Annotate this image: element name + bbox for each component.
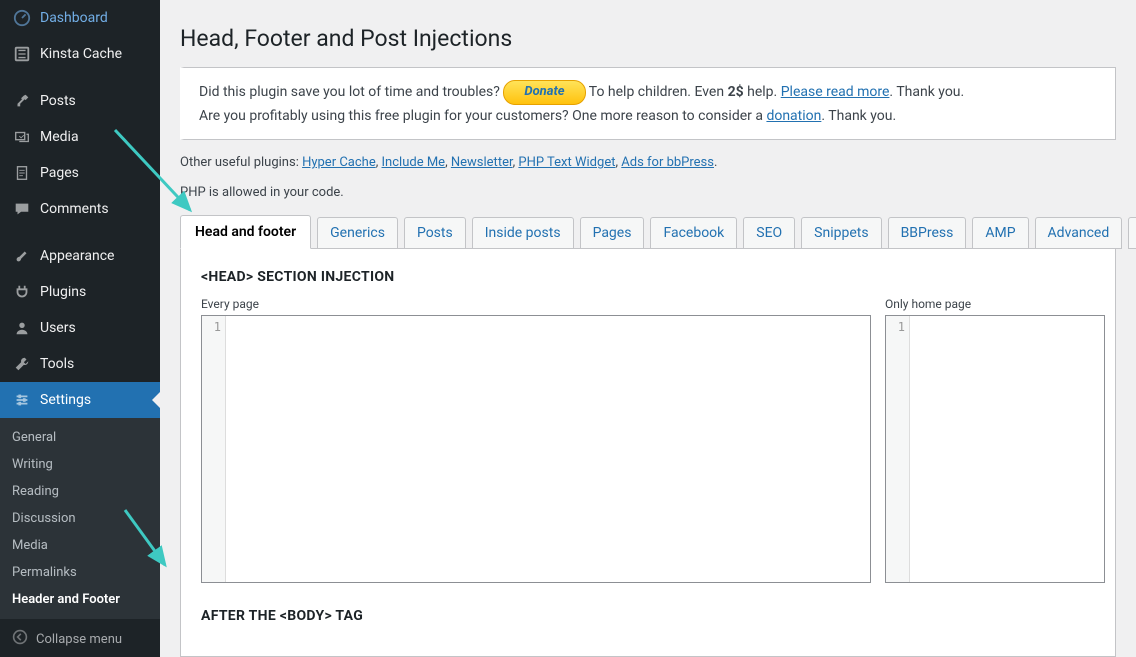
- tab-seo[interactable]: SEO: [743, 217, 795, 249]
- tab-pages[interactable]: Pages: [580, 217, 645, 249]
- sidebar-item-label: Media: [40, 129, 79, 145]
- sliders-icon: [12, 390, 32, 410]
- submenu-item-header-and-footer[interactable]: Header and Footer: [0, 586, 160, 613]
- settings-submenu: GeneralWritingReadingDiscussionMediaPerm…: [0, 418, 160, 619]
- plugin-link-include-me[interactable]: Include Me: [382, 155, 446, 170]
- notice-text: Did this plugin save you lot of time and…: [199, 84, 503, 100]
- notice-text: help.: [744, 84, 781, 100]
- submenu-item-media[interactable]: Media: [0, 532, 160, 559]
- editor-column: Every page 1: [201, 297, 871, 583]
- submenu-item-writing[interactable]: Writing: [0, 451, 160, 478]
- editor-column: Only home page 1: [885, 297, 1105, 583]
- admin-sidebar: Dashboard Kinsta Cache Posts Media Pages Comm…: [0, 0, 160, 657]
- plugin-link-hyper-cache[interactable]: Hyper Cache: [302, 155, 376, 170]
- sidebar-item-appearance[interactable]: Appearance: [0, 238, 160, 274]
- comment-icon: [12, 199, 32, 219]
- sidebar-item-plugins[interactable]: Plugins: [0, 274, 160, 310]
- page-title: Head, Footer and Post Injections: [180, 25, 1116, 52]
- sidebar-item-users[interactable]: Users: [0, 310, 160, 346]
- dashboard-icon: [12, 8, 32, 28]
- sidebar-item-label: Kinsta Cache: [40, 46, 122, 62]
- submenu-item-discussion[interactable]: Discussion: [0, 505, 160, 532]
- code-area[interactable]: [226, 316, 870, 582]
- donation-link[interactable]: donation: [766, 108, 821, 124]
- plugin-link-php-text-widget[interactable]: PHP Text Widget: [518, 155, 615, 170]
- sidebar-item-pages[interactable]: Pages: [0, 155, 160, 191]
- submenu-item-permalinks[interactable]: Permalinks: [0, 559, 160, 586]
- kinsta-icon: [12, 44, 32, 64]
- sidebar-item-label: Appearance: [40, 248, 114, 264]
- php-allowed-note: PHP is allowed in your code.: [180, 185, 1116, 200]
- tab-bbpress[interactable]: BBPress: [888, 217, 967, 249]
- tab-facebook[interactable]: Facebook: [650, 217, 737, 249]
- sidebar-item-kinsta-cache[interactable]: Kinsta Cache: [0, 36, 160, 72]
- body-section-heading: AFTER THE <BODY> TAG: [201, 608, 1095, 624]
- sidebar-item-tools[interactable]: Tools: [0, 346, 160, 382]
- sidebar-item-label: Plugins: [40, 284, 86, 300]
- user-icon: [12, 318, 32, 338]
- sidebar-item-label: Posts: [40, 93, 76, 109]
- notice-text: . Thank you.: [889, 84, 964, 100]
- sidebar-item-label: Settings: [40, 392, 91, 408]
- notice-text: . Thank you.: [821, 108, 896, 124]
- head-editor-row: Every page1Only home page1: [201, 297, 1095, 583]
- sidebar-item-comments[interactable]: Comments: [0, 191, 160, 227]
- tab-amp[interactable]: AMP: [972, 217, 1028, 249]
- wrench-icon: [12, 354, 32, 374]
- tab-notes-and-[interactable]: Notes and...: [1128, 217, 1136, 249]
- sidebar-item-label: Pages: [40, 165, 79, 181]
- line-gutter: 1: [886, 316, 910, 582]
- collapse-label: Collapse menu: [36, 632, 122, 647]
- tab-generics[interactable]: Generics: [317, 217, 398, 249]
- notice-text: To help children. Even: [589, 84, 728, 100]
- editor-label: Every page: [201, 297, 871, 311]
- brush-icon: [12, 246, 32, 266]
- plugin-link-ads-for-bbpress[interactable]: Ads for bbPress: [621, 155, 714, 170]
- sidebar-item-dashboard[interactable]: Dashboard: [0, 0, 160, 36]
- read-more-link[interactable]: Please read more: [781, 84, 890, 100]
- collapse-icon: [12, 629, 28, 649]
- sidebar-item-label: Tools: [40, 356, 74, 372]
- sidebar-item-media[interactable]: Media: [0, 119, 160, 155]
- plugin-link-newsletter[interactable]: Newsletter: [451, 155, 513, 170]
- line-gutter: 1: [202, 316, 226, 582]
- code-editor[interactable]: 1: [201, 315, 871, 583]
- sidebar-item-settings[interactable]: Settings: [0, 382, 160, 418]
- donate-notice: Did this plugin save you lot of time and…: [180, 67, 1116, 140]
- tab-advanced[interactable]: Advanced: [1035, 217, 1123, 249]
- sidebar-item-posts[interactable]: Posts: [0, 83, 160, 119]
- code-editor[interactable]: 1: [885, 315, 1105, 583]
- tab-snippets[interactable]: Snippets: [801, 217, 881, 249]
- sidebar-item-label: Users: [40, 320, 76, 336]
- pin-icon: [12, 91, 32, 111]
- tab-content: <HEAD> SECTION INJECTION Every page1Only…: [180, 249, 1116, 657]
- donate-button[interactable]: Donate: [503, 80, 585, 105]
- collapse-menu-button[interactable]: Collapse menu: [0, 621, 160, 657]
- tab-posts[interactable]: Posts: [404, 217, 466, 249]
- other-plugins-line: Other useful plugins: Hyper Cache, Inclu…: [180, 155, 1116, 170]
- code-area[interactable]: [910, 316, 1104, 582]
- sidebar-item-label: Dashboard: [40, 10, 108, 26]
- plug-icon: [12, 282, 32, 302]
- submenu-item-reading[interactable]: Reading: [0, 478, 160, 505]
- editor-label: Only home page: [885, 297, 1105, 311]
- page-icon: [12, 163, 32, 183]
- main-content: Head, Footer and Post Injections Did thi…: [160, 0, 1136, 657]
- tab-inside-posts[interactable]: Inside posts: [472, 217, 574, 249]
- media-icon: [12, 127, 32, 147]
- head-section-heading: <HEAD> SECTION INJECTION: [201, 269, 1095, 285]
- sidebar-item-label: Comments: [40, 201, 109, 217]
- notice-bold: 2$: [728, 84, 744, 100]
- tabs-row: Head and footerGenericsPostsInside posts…: [180, 215, 1116, 249]
- tab-head-and-footer[interactable]: Head and footer: [180, 215, 311, 249]
- submenu-item-general[interactable]: General: [0, 424, 160, 451]
- notice-text: Are you profitably using this free plugi…: [199, 108, 766, 124]
